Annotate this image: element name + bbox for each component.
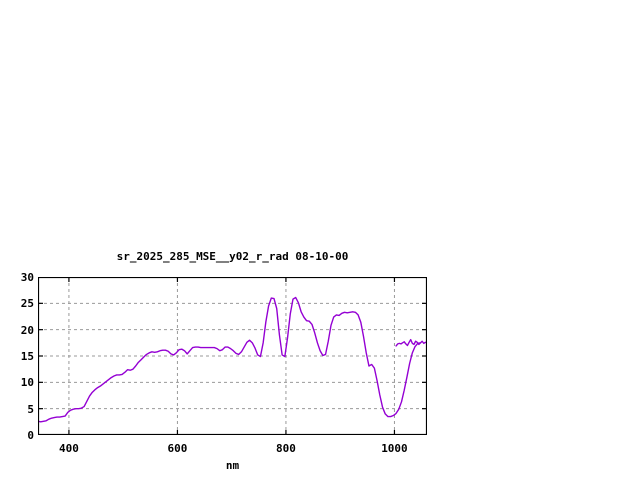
plot-area [38,277,427,435]
data-series-lines [38,296,427,423]
y-tick-label: 5 [27,402,34,416]
y-tick-label: 10 [20,376,34,390]
y-tick-label: 30 [20,271,34,284]
chart-title: sr_2025_285_MSE__y02_r_rad 08-10-00 [116,250,349,263]
plot-svg [38,277,427,435]
x-tick-label: 600 [167,442,188,455]
plot-frame [38,277,427,435]
y-tick-label: 25 [20,297,34,311]
x-tick-label: 400 [58,442,79,455]
x-tick-label: 800 [276,442,296,455]
x-tick-label: 1000 [381,442,408,455]
y-tick-label: 15 [20,350,34,363]
y-axis-tick-labels: 0 5 10 15 20 25 30 [8,0,34,480]
y-tick-label: 0 [27,429,34,442]
y-tick-label: 20 [20,323,34,337]
data-line-0 [38,296,422,423]
data-line-1 [395,338,427,347]
x-axis-label: nm [225,459,240,472]
